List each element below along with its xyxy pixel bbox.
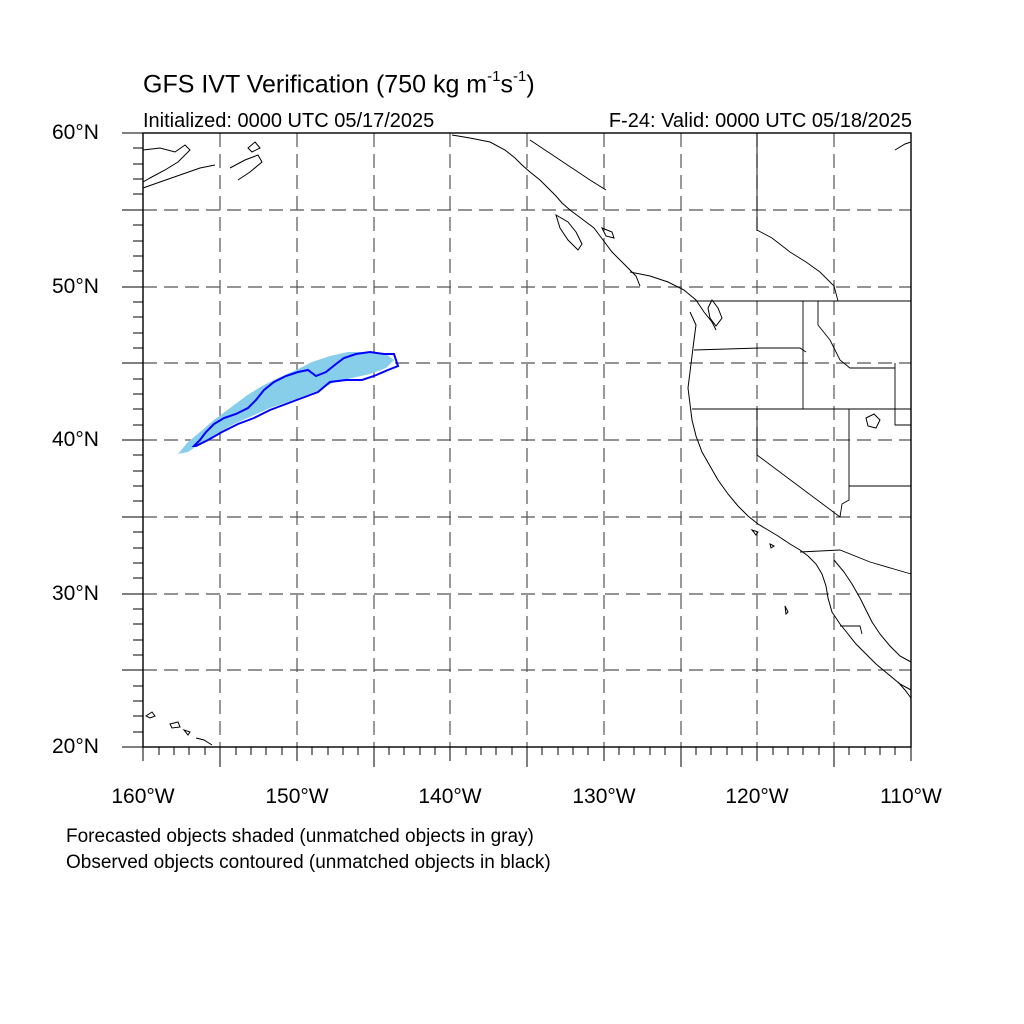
grid-lines (143, 133, 911, 747)
lat-label-50n: 50°N (52, 275, 99, 298)
initialized-time: Initialized: 0000 UTC 05/17/2025 (143, 110, 435, 132)
political-borders (690, 133, 912, 635)
lon-label-140w: 140°W (418, 785, 482, 808)
lat-label-40n: 40°N (52, 428, 99, 451)
lon-label-120w: 120°W (725, 785, 789, 808)
observed-object-contour (191, 350, 400, 447)
tick-marks (122, 132, 912, 767)
observed-legend-note: Observed objects contoured (unmatched ob… (66, 852, 551, 873)
lat-label-60n: 60°N (52, 121, 99, 144)
lon-label-160w: 160°W (111, 785, 175, 808)
lon-label-130w: 130°W (572, 785, 636, 808)
map-title: GFS IVT Verification (750 kg m-1s-1) (143, 68, 535, 99)
forecast-legend-note: Forecasted objects shaded (unmatched obj… (66, 826, 534, 847)
lon-label-150w: 150°W (265, 785, 329, 808)
lat-label-30n: 30°N (52, 582, 99, 605)
lon-label-110w: 110°W (880, 785, 942, 808)
coastlines (142, 134, 912, 746)
forecast-object-shaded (178, 352, 394, 454)
lat-label-20n: 20°N (52, 735, 99, 758)
valid-time: F-24: Valid: 0000 UTC 05/18/2025 (608, 110, 912, 132)
